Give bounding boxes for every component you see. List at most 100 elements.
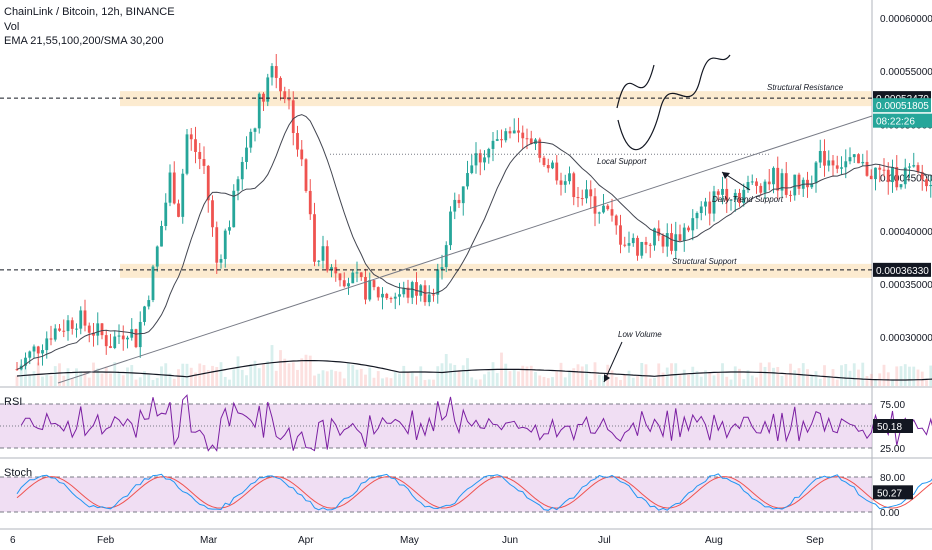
candle [568, 173, 571, 182]
candle [869, 175, 873, 180]
candle [682, 227, 686, 241]
volume-bar [436, 366, 440, 386]
rsi-line [20, 394, 932, 452]
volume-bar [891, 379, 894, 386]
candle [410, 282, 414, 298]
candle [593, 196, 597, 214]
candle [185, 134, 189, 174]
volume-bar [79, 371, 83, 386]
volume-bar [283, 358, 287, 386]
volume-bar [912, 366, 916, 386]
candle [912, 165, 916, 167]
volume-bar [576, 364, 580, 386]
rsi-badge-text: 50.18 [877, 422, 902, 433]
annotation-local-support: Local Support [597, 157, 647, 166]
volume-bar [28, 375, 32, 386]
volume-bar [364, 374, 367, 386]
volume-bar [823, 365, 826, 386]
candle [521, 132, 525, 139]
candle [920, 171, 924, 180]
candle [66, 320, 70, 332]
volume-bar [461, 365, 465, 386]
volume-bar [729, 379, 733, 386]
candle [759, 185, 763, 193]
candle [436, 269, 440, 295]
candle [619, 225, 622, 245]
volume-bar [623, 374, 627, 386]
candle [172, 172, 176, 204]
volume-bar [253, 360, 257, 386]
volume-bar [495, 373, 499, 386]
volume-bar [619, 379, 622, 386]
volume-bar [903, 364, 907, 386]
volume-bar [236, 356, 240, 386]
volume-bar [202, 365, 206, 386]
candle [87, 325, 91, 333]
volume-bar [440, 363, 444, 386]
candle [177, 203, 180, 217]
volume-bar [24, 365, 27, 386]
volume-bar [725, 376, 729, 386]
volume-bar [746, 370, 750, 386]
candle [296, 133, 299, 150]
volume-bar [780, 375, 784, 386]
candle [750, 181, 754, 183]
candle [767, 181, 771, 185]
candle [895, 167, 899, 188]
candle [852, 154, 856, 158]
candle [495, 139, 499, 141]
candle [206, 165, 210, 201]
candle [368, 280, 372, 300]
candle [359, 272, 363, 277]
volume-bar [419, 366, 423, 386]
candle [704, 201, 707, 207]
volume-bar [291, 362, 295, 386]
price-tick-label: 0.00035000 [880, 280, 932, 291]
volume-bar [916, 369, 920, 386]
volume-bar [806, 369, 809, 386]
daily-trend-line [57, 115, 873, 384]
candle [886, 169, 890, 183]
candle [848, 157, 852, 162]
volume-bar [648, 378, 652, 386]
candle [100, 323, 104, 336]
volume-bar [818, 378, 822, 386]
candle [104, 335, 108, 347]
candle [525, 138, 529, 140]
candle [313, 214, 316, 262]
candle [542, 157, 546, 166]
volume-bar [151, 379, 155, 386]
time-axis-label: 6 [10, 535, 16, 546]
rsi-badge [873, 419, 913, 433]
candle [398, 294, 401, 297]
candle [627, 243, 631, 246]
candle [763, 181, 767, 193]
candle [147, 300, 151, 307]
support-zone [120, 263, 872, 278]
volume-bar [296, 369, 299, 386]
candle [449, 211, 452, 246]
volume-bar [206, 370, 210, 386]
volume-bar [555, 370, 559, 386]
candle [32, 346, 36, 352]
volume-bar [160, 366, 163, 386]
candle [602, 205, 605, 213]
candle [236, 179, 240, 191]
candle [427, 294, 431, 303]
volume-bar [96, 368, 100, 386]
stoch-badge-text: 50.27 [877, 488, 902, 499]
annotation-daily-trend-support: Daily-Trend Support [712, 195, 784, 204]
volume-bar [478, 379, 482, 386]
volume-bar [504, 363, 508, 386]
volume-bar [721, 363, 724, 386]
volume-bar [525, 366, 529, 386]
candle [70, 320, 74, 329]
time-axis-label: Feb [97, 535, 115, 546]
volume-bar [410, 372, 414, 386]
candle [746, 181, 750, 190]
candle [121, 335, 125, 340]
volume-bar [449, 363, 452, 386]
candle [117, 335, 121, 337]
candle [62, 330, 66, 332]
volume-bar [857, 369, 860, 386]
